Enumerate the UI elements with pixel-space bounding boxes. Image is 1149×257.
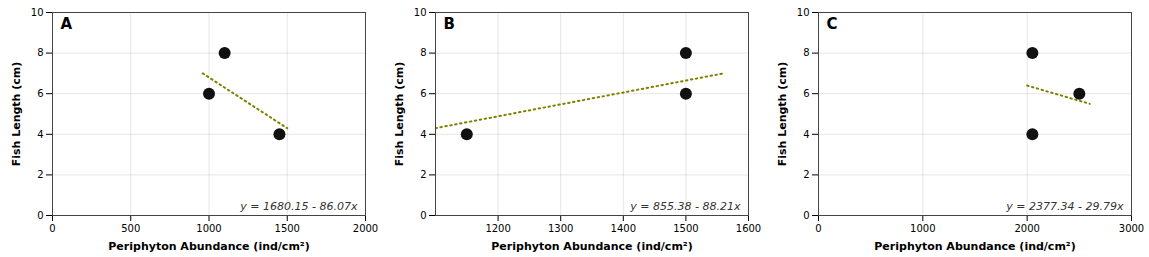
- svg-text:1000: 1000: [910, 223, 935, 234]
- svg-text:y = 2377.34 - 29.79x: y = 2377.34 - 29.79x: [1005, 200, 1124, 213]
- svg-text:2: 2: [420, 169, 426, 180]
- svg-text:Fish Length (cm): Fish Length (cm): [393, 62, 406, 167]
- svg-text:8: 8: [803, 47, 809, 58]
- svg-text:y = 1680.15 - 86.07x: y = 1680.15 - 86.07x: [239, 200, 358, 213]
- svg-text:0: 0: [49, 223, 55, 234]
- svg-text:Periphyton Abundance (ind/cm²): Periphyton Abundance (ind/cm²): [108, 240, 309, 253]
- svg-text:3000: 3000: [1119, 223, 1144, 234]
- svg-text:Periphyton Abundance (ind/cm²): Periphyton Abundance (ind/cm²): [491, 240, 692, 253]
- svg-text:1500: 1500: [673, 223, 698, 234]
- svg-text:10: 10: [31, 7, 44, 18]
- svg-text:C: C: [827, 15, 838, 33]
- svg-text:1200: 1200: [485, 223, 510, 234]
- svg-text:2000: 2000: [1014, 223, 1039, 234]
- svg-text:0: 0: [420, 210, 426, 221]
- svg-text:8: 8: [37, 47, 43, 58]
- svg-text:1600: 1600: [736, 223, 761, 234]
- svg-text:2: 2: [803, 169, 809, 180]
- svg-text:1000: 1000: [196, 223, 221, 234]
- svg-text:6: 6: [803, 88, 809, 99]
- svg-text:2000: 2000: [353, 223, 378, 234]
- svg-text:4: 4: [803, 129, 809, 140]
- svg-text:1400: 1400: [611, 223, 636, 234]
- svg-text:Fish Length (cm): Fish Length (cm): [10, 62, 23, 167]
- svg-text:10: 10: [797, 7, 810, 18]
- svg-text:0: 0: [815, 223, 821, 234]
- svg-text:Periphyton Abundance (ind/cm²): Periphyton Abundance (ind/cm²): [874, 240, 1075, 253]
- svg-text:6: 6: [420, 88, 426, 99]
- svg-text:10: 10: [414, 7, 427, 18]
- svg-text:1300: 1300: [548, 223, 573, 234]
- svg-text:B: B: [444, 15, 455, 33]
- svg-text:4: 4: [420, 129, 426, 140]
- svg-text:4: 4: [37, 129, 43, 140]
- svg-text:Fish Length (cm): Fish Length (cm): [776, 62, 789, 167]
- svg-text:0: 0: [37, 210, 43, 221]
- svg-text:0: 0: [803, 210, 809, 221]
- svg-text:1500: 1500: [275, 223, 300, 234]
- svg-text:500: 500: [121, 223, 140, 234]
- svg-text:2: 2: [37, 169, 43, 180]
- svg-text:A: A: [61, 15, 73, 33]
- svg-text:y = 855.38 - 88.21x: y = 855.38 - 88.21x: [629, 200, 741, 213]
- svg-text:8: 8: [420, 47, 426, 58]
- svg-text:6: 6: [37, 88, 43, 99]
